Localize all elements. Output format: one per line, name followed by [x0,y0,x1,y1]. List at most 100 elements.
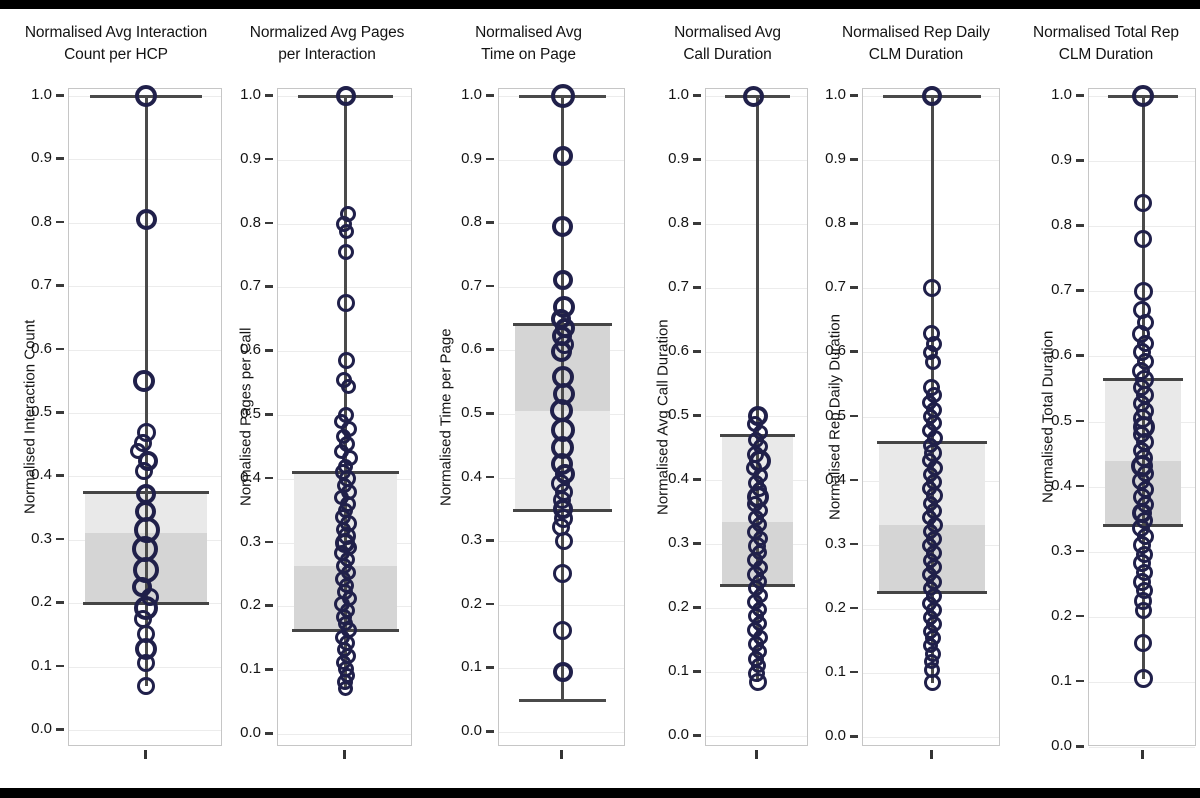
y-tick-mark [693,350,701,353]
y-tick-mark [56,347,64,351]
y-tick-label: 0.0 [668,726,689,743]
y-tick-mark [850,735,858,738]
y-tick-mark [850,94,858,97]
y-tick-label: 0.0 [461,722,482,739]
bottom-letterbox-bar [0,788,1200,798]
panel-title-line2: Time on Page [481,46,576,64]
y-tick-mark [486,602,494,606]
panel-title: Normalised Total Rep CLM Duration [1012,22,1200,67]
y-tick-label: 0.7 [461,276,482,294]
y-tick-label: 1.0 [240,86,261,103]
plot-area [862,86,1000,746]
y-tick-label: 0.8 [668,214,689,231]
gridline [499,732,624,733]
data-point [339,224,354,240]
panel-title-line1: Normalised Avg Interaction [24,24,208,41]
y-tick-label: 1.0 [825,86,846,103]
y-tick-mark [1076,159,1084,162]
y-tick-label: 0.8 [825,214,846,232]
y-tick-label: 0.8 [1051,216,1072,234]
y-tick-mark [486,157,494,161]
x-tick-mark [755,750,758,759]
y-tick-mark [1076,745,1084,748]
y-tick-mark [1076,614,1084,618]
y-tick-label: 0.1 [825,662,846,680]
y-tick-mark [56,664,64,668]
y-tick-mark [265,668,273,671]
y-tick-mark [693,158,701,161]
y-tick-label: 0.1 [240,660,261,678]
panel-title: Normalised Rep Daily CLM Duration [820,22,1012,67]
y-tick-mark [693,286,701,289]
data-point [923,674,941,691]
panel-title-line2: Call Duration [683,46,772,64]
y-tick-mark [1076,549,1084,553]
y-tick-label: 0.5 [668,406,689,423]
data-point [137,676,155,695]
y-tick-label: 1.0 [1051,86,1072,103]
y-tick-label: 0.4 [31,466,52,484]
y-tick-label: 0.4 [668,470,689,487]
y-tick-mark [693,414,701,417]
y-tick-mark [56,728,64,731]
y-tick-mark [56,284,64,287]
panel-title-line2: Count per HCP [64,46,168,64]
y-tick-label: 0.2 [461,594,482,612]
y-tick-mark [265,157,273,161]
y-tick-label: 1.0 [668,86,689,103]
y-tick-label: 0.3 [1051,541,1072,559]
y-tick-label: 0.6 [668,342,689,359]
x-tick-mark [929,750,933,759]
data-point [1134,633,1152,652]
boxplot-panel-interaction-count: Normalised Avg Interaction Count per HCP … [0,0,232,798]
panel-title: Normalized Avg Pages per Interaction [232,22,422,67]
y-tick-label: 0.4 [240,468,261,486]
y-tick-mark [265,94,273,97]
y-tick-label: 1.0 [31,86,52,103]
y-tick-label: 0.2 [825,598,846,616]
y-tick-label: 0.7 [1051,281,1072,299]
y-tick-mark [1076,224,1084,227]
data-point [552,270,573,291]
gridline [69,730,221,731]
y-tick-label: 0.7 [825,278,846,296]
y-tick-label: 0.0 [31,720,52,737]
y-tick-label: 0.1 [1051,671,1072,689]
data-point [135,85,157,107]
y-tick-label: 0.1 [668,662,689,679]
y-tick-mark [265,732,273,735]
gridline [706,736,807,737]
y-tick-mark [693,606,701,609]
y-tick-mark [1076,94,1084,97]
data-point [1134,230,1152,249]
boxplot-panel-pages-per-interaction: Normalized Avg Pages per Interaction Norm… [232,0,422,798]
y-tick-label: 0.6 [461,340,482,358]
y-tick-label: 0.6 [240,341,261,359]
y-tick-mark [850,670,858,674]
boxplot-panel-time-on-page: Normalised Avg Time on Page Normalised Ti… [422,0,635,798]
data-point [135,462,153,481]
y-tick-label: 0.6 [825,342,846,360]
data-point [553,620,572,640]
data-point [338,680,353,696]
plot-area [68,85,222,746]
y-tick-label: 0.8 [461,213,482,231]
y-tick-label: 0.2 [240,596,261,614]
y-tick-mark [486,475,494,479]
boxplot-panel-call-duration: Normalised Avg Call Duration Normalised A… [635,0,820,798]
y-tick-mark [56,601,64,604]
panel-title-line2: per Interaction [278,46,376,64]
y-tick-mark [486,221,494,224]
y-tick-mark [265,413,273,416]
y-tick-mark [850,414,858,417]
y-tick-mark [850,606,858,610]
data-point [1134,194,1152,213]
y-tick-label: 0.2 [668,598,689,615]
x-tick-mark [1140,750,1144,759]
data-point [133,370,155,393]
y-tick-mark [1076,484,1084,488]
y-tick-label: 0.7 [668,278,689,295]
y-tick-label: 0.9 [668,150,689,167]
y-tick-mark [56,157,64,160]
